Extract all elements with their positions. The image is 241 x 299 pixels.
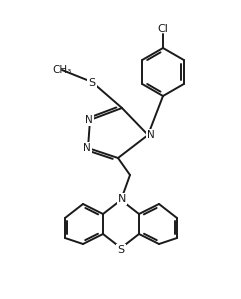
Text: Cl: Cl bbox=[158, 24, 168, 34]
Text: S: S bbox=[117, 245, 125, 255]
Text: N: N bbox=[83, 143, 91, 153]
Text: N: N bbox=[85, 115, 93, 125]
Text: CH₃: CH₃ bbox=[52, 65, 72, 75]
Text: N: N bbox=[147, 130, 155, 140]
Text: S: S bbox=[88, 78, 96, 88]
Text: N: N bbox=[118, 194, 126, 204]
